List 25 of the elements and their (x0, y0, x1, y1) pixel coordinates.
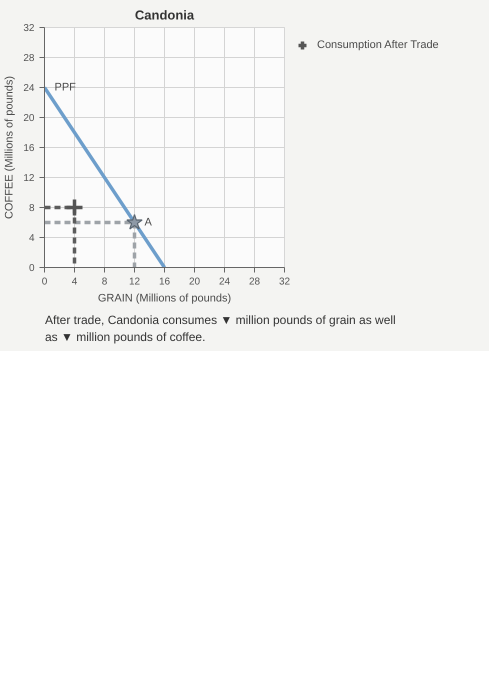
chart-title: Candonia (134, 8, 195, 22)
annotation: PPF (54, 82, 76, 94)
y-axis-title: COFFEE (Millions of pounds) (3, 76, 16, 220)
y-tick-label: 20 (23, 113, 35, 124)
x-tick-label: 32 (278, 276, 290, 288)
y-tick-label: 8 (28, 203, 35, 214)
x-tick-label: 8 (102, 276, 108, 288)
x-tick-label: 24 (218, 276, 230, 288)
text: After trade, Candonia consumes ▼ million pounds of grain as well as ▼ million pounds of coffee. (45, 312, 397, 346)
x-tick-label: 0 (42, 276, 48, 288)
y-tick-label: 28 (23, 53, 35, 64)
x-tick-label: 20 (188, 276, 200, 288)
y-tick-label: 4 (28, 233, 35, 244)
x-tick-label: 16 (158, 276, 170, 288)
y-tick-label: 24 (23, 83, 35, 94)
legend-label: Consumption After Trade (317, 39, 439, 51)
x-axis-title: GRAIN (Millions of pounds) (98, 292, 232, 304)
y-tick-label: 16 (23, 143, 35, 154)
annotation: A (144, 216, 152, 228)
y-tick-label: 32 (23, 23, 35, 34)
x-tick-label: 12 (128, 276, 140, 288)
x-tick-label: 4 (72, 276, 78, 288)
y-tick-label: 0 (28, 263, 35, 274)
x-tick-label: 28 (248, 276, 260, 288)
y-tick-label: 12 (23, 173, 35, 184)
